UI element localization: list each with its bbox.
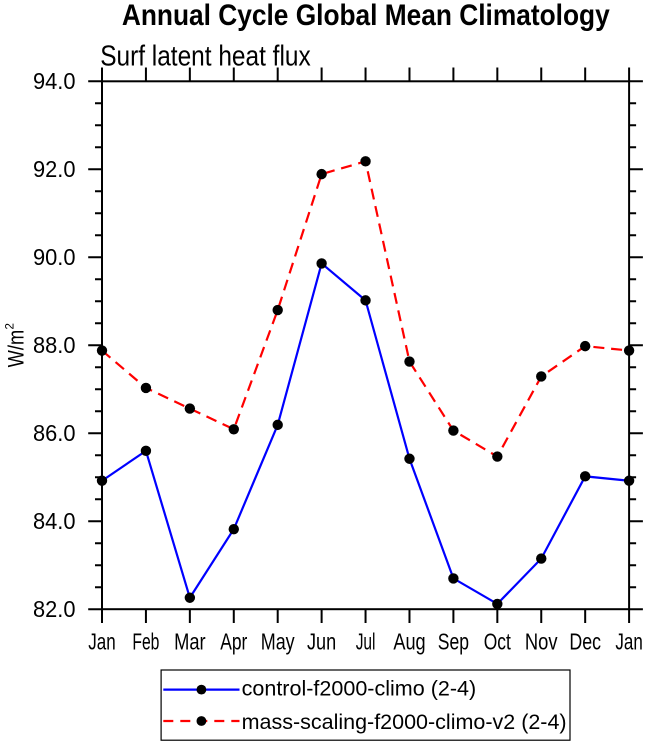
svg-text:84.0: 84.0 <box>33 508 76 534</box>
svg-text:Surf latent heat flux: Surf latent heat flux <box>100 39 311 71</box>
svg-text:Jan: Jan <box>615 629 642 655</box>
svg-text:control-f2000-climo (2-4): control-f2000-climo (2-4) <box>242 676 477 700</box>
svg-text:Apr: Apr <box>220 629 247 655</box>
svg-text:W/m: W/m <box>3 330 28 368</box>
svg-text:Jan: Jan <box>88 629 115 655</box>
svg-text:Jun: Jun <box>307 629 336 655</box>
svg-text:Jul: Jul <box>356 629 376 655</box>
svg-text:82.0: 82.0 <box>33 596 76 622</box>
svg-text:mass-scaling-f2000-climo-v2 (2: mass-scaling-f2000-climo-v2 (2-4) <box>242 710 567 734</box>
svg-text:Nov: Nov <box>525 629 558 655</box>
svg-text:2: 2 <box>5 323 17 329</box>
svg-text:88.0: 88.0 <box>33 332 76 358</box>
svg-text:Dec: Dec <box>569 629 601 655</box>
svg-text:Oct: Oct <box>484 629 512 655</box>
svg-text:92.0: 92.0 <box>33 156 76 182</box>
svg-text:Sep: Sep <box>438 629 469 655</box>
svg-text:Mar: Mar <box>174 629 206 655</box>
svg-text:Feb: Feb <box>132 629 159 655</box>
svg-text:90.0: 90.0 <box>33 244 76 270</box>
svg-text:86.0: 86.0 <box>33 420 76 446</box>
svg-text:94.0: 94.0 <box>33 68 76 94</box>
svg-text:Annual Cycle Global Mean Clima: Annual Cycle Global Mean Climatology <box>122 0 610 32</box>
svg-text:Aug: Aug <box>393 629 425 655</box>
svg-text:May: May <box>261 629 295 655</box>
